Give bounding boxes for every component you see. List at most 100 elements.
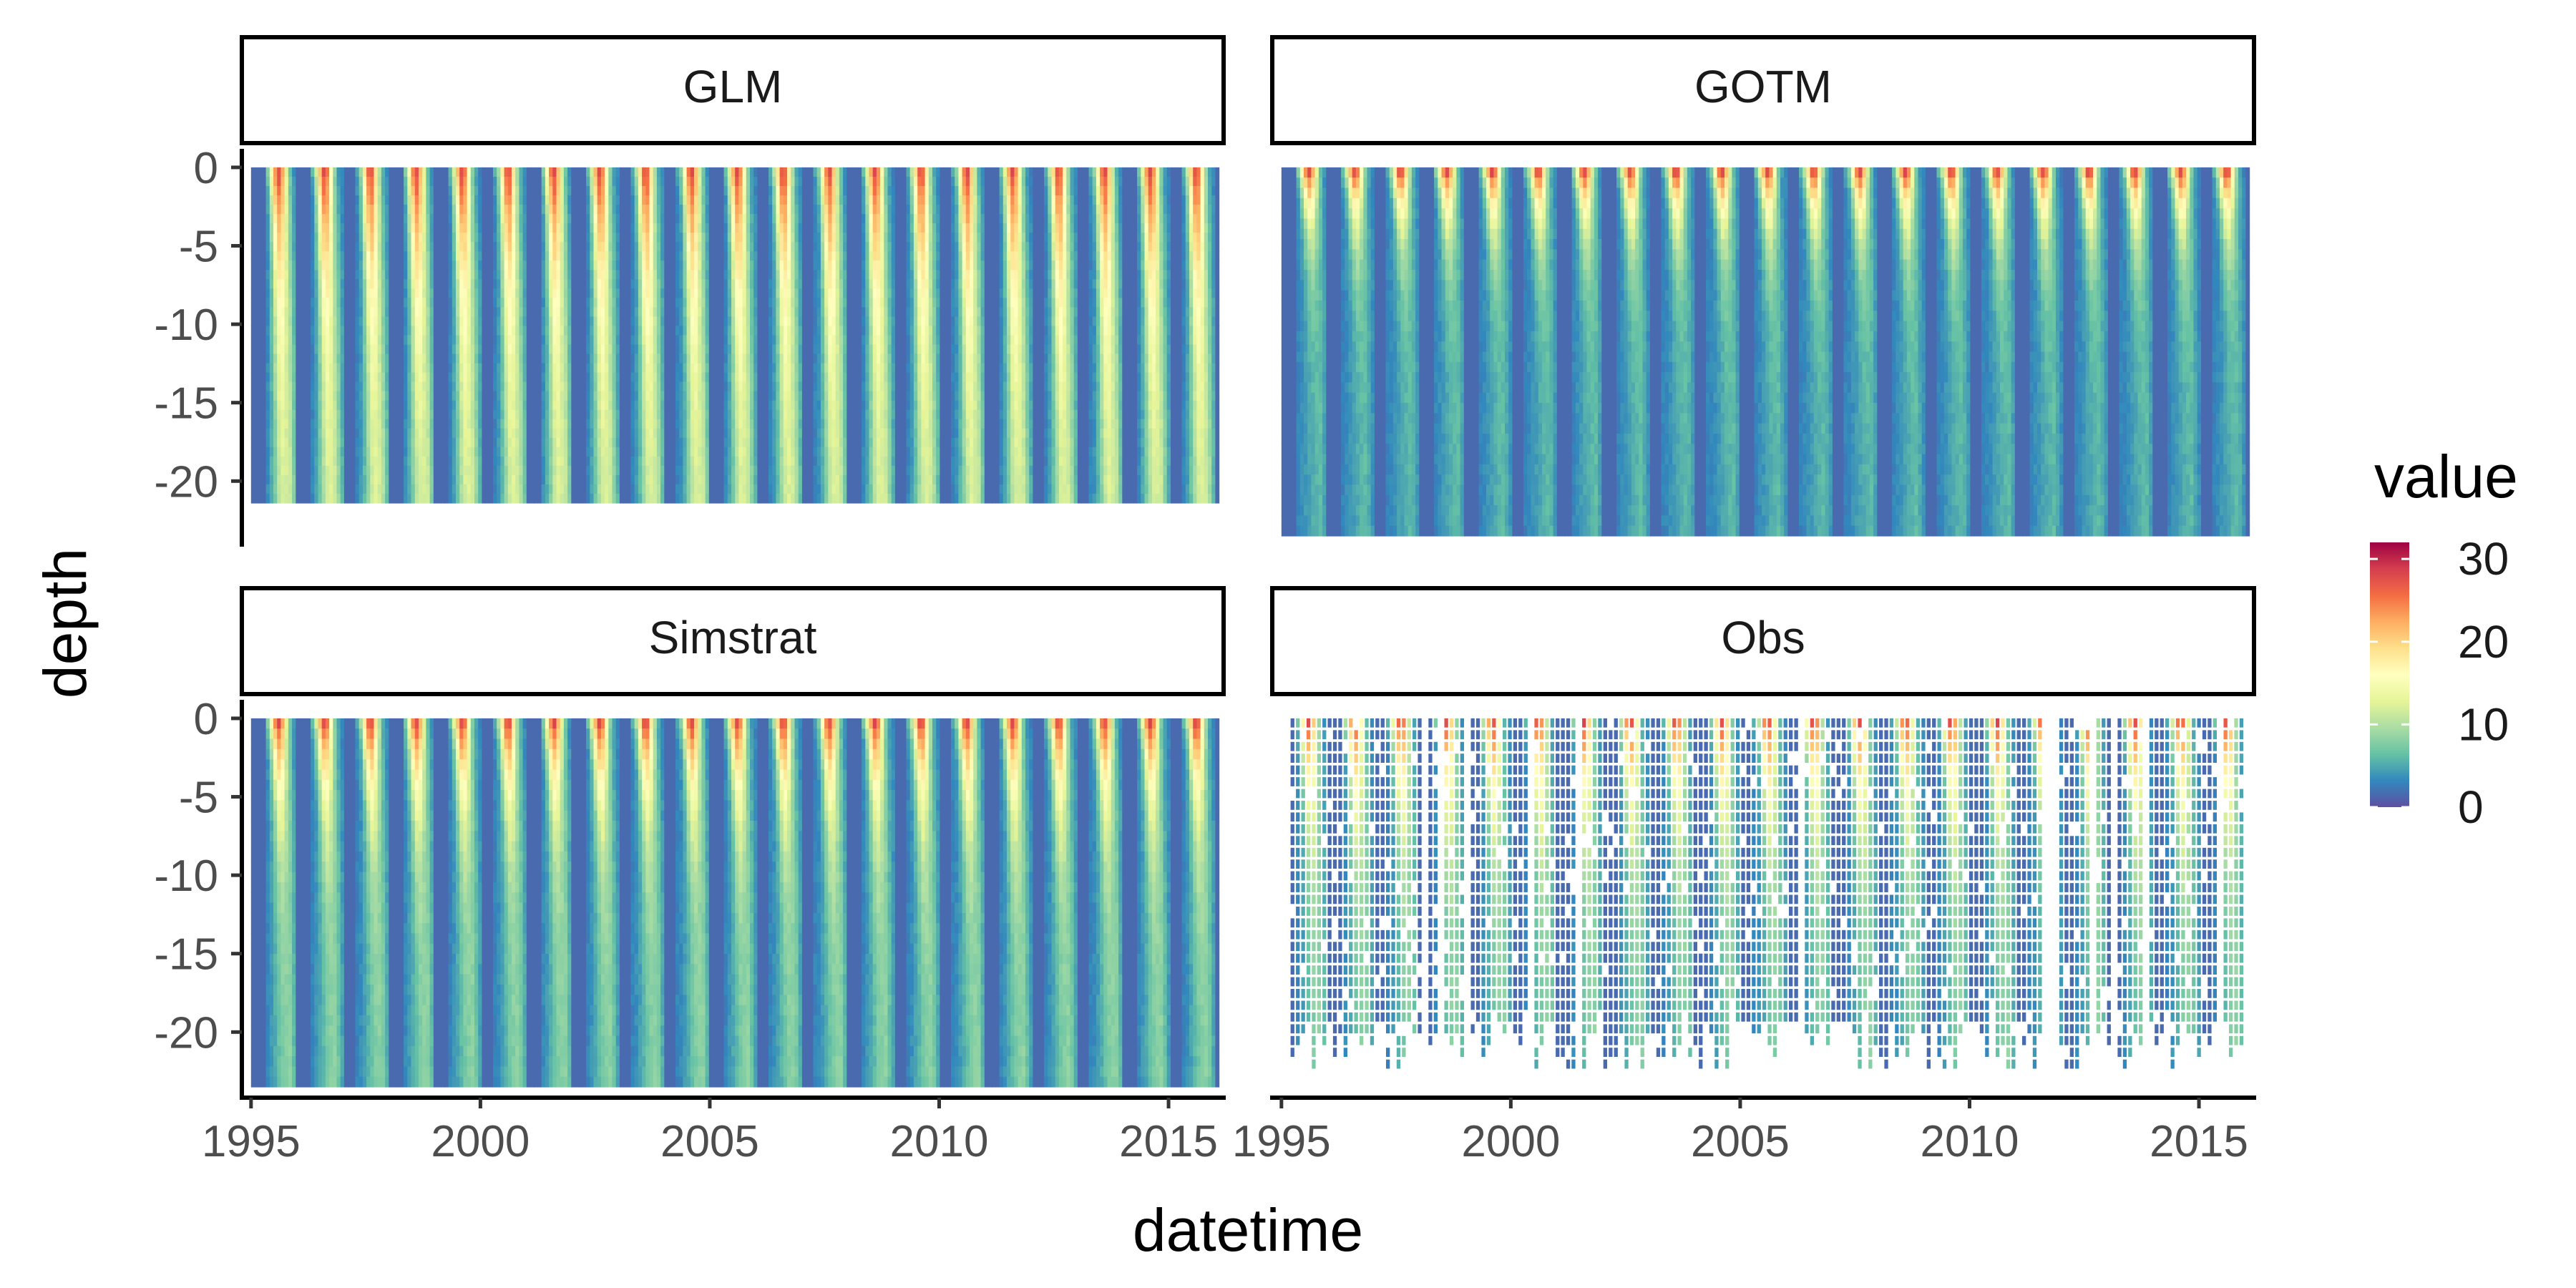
heat-cell-glm-4278 bbox=[690, 447, 695, 457]
heat-cell-glm-848 bbox=[336, 353, 341, 364]
heat-cell-glm-73 bbox=[258, 177, 263, 187]
heat-cell-glm-3433 bbox=[605, 288, 609, 298]
heat-cell-glm-4639 bbox=[727, 456, 732, 467]
heat-cell-glm-3725 bbox=[634, 326, 639, 336]
heat-cell-glm-4602 bbox=[723, 447, 728, 457]
heat-cell-glm-2443 bbox=[500, 456, 505, 467]
heat-cell-glm-109 bbox=[262, 177, 267, 187]
heat-cell-glm-751 bbox=[325, 456, 330, 467]
heat-cell-glm-2481 bbox=[504, 474, 509, 485]
heat-cell-glm-1562 bbox=[411, 298, 416, 308]
heat-cell-glm-1061 bbox=[358, 326, 364, 336]
heat-cell-glm-3385 bbox=[600, 177, 605, 187]
heat-cell-glm-2323 bbox=[489, 344, 494, 355]
heat-cell-glm-3634 bbox=[623, 484, 628, 494]
heat-cell-glm-3607 bbox=[623, 233, 628, 243]
heat-cell-glm-4385 bbox=[701, 437, 706, 448]
heat-cell-glm-1744 bbox=[429, 316, 434, 326]
heat-cell-glm-2825 bbox=[541, 326, 546, 336]
heat-cell-glm-3585 bbox=[619, 363, 624, 374]
heat-cell-glm-1092 bbox=[362, 279, 367, 289]
heat-cell-glm-3122 bbox=[571, 409, 576, 420]
heat-cell-glm-1373 bbox=[392, 214, 397, 224]
heat-cell-glm-3157 bbox=[575, 400, 580, 411]
heat-cell-glm-1426 bbox=[396, 372, 401, 383]
heat-cell-glm-3390 bbox=[600, 223, 605, 233]
heat-cell-glm-2106 bbox=[467, 335, 472, 346]
heat-cell-glm-1920 bbox=[448, 279, 453, 289]
heat-cell-glm-4191 bbox=[683, 307, 688, 317]
heat-cell-glm-385 bbox=[288, 400, 293, 411]
heat-cell-glm-4815 bbox=[746, 419, 751, 429]
heat-cell-glm-4440 bbox=[708, 279, 713, 289]
heat-cell-glm-4984 bbox=[764, 316, 769, 326]
heat-cell-glm-3541 bbox=[615, 288, 620, 298]
heat-cell-glm-3110 bbox=[571, 298, 576, 308]
heat-cell-glm-3599 bbox=[619, 494, 624, 504]
heat-cell-glm-2246 bbox=[482, 298, 487, 308]
heat-cell-glm-4578 bbox=[723, 223, 728, 233]
heat-cell-glm-3125 bbox=[571, 437, 576, 448]
heat-cell-glm-1524 bbox=[407, 279, 412, 289]
heat-cell-glm-1692 bbox=[426, 167, 431, 177]
heat-cell-glm-2461 bbox=[504, 288, 509, 298]
heat-cell-glm-1351 bbox=[389, 344, 394, 355]
heat-cell-glm-2182 bbox=[474, 372, 479, 383]
heat-cell-glm-852 bbox=[336, 391, 341, 401]
heat-cell-glm-2293 bbox=[485, 400, 490, 411]
heat-cell-glm-2047 bbox=[459, 456, 464, 467]
heat-cell-glm-3408 bbox=[600, 391, 605, 401]
heat-cell-glm-2499 bbox=[507, 307, 512, 317]
heat-cell-glm-4658 bbox=[731, 298, 736, 308]
heat-cell-glm-4407 bbox=[705, 307, 710, 317]
heat-cell-glm-1208 bbox=[374, 353, 379, 364]
heat-cell-glm-548 bbox=[306, 242, 311, 252]
heat-cell-glm-708 bbox=[321, 391, 326, 401]
heat-cell-glm-4660 bbox=[731, 316, 736, 326]
heat-cell-glm-1958 bbox=[452, 298, 457, 308]
heat-cell-glm-2638 bbox=[522, 260, 527, 270]
heat-cell-glm-947 bbox=[348, 270, 352, 280]
heat-cell-glm-1300 bbox=[385, 205, 389, 215]
heat-cell-glm-651 bbox=[318, 195, 323, 205]
heat-cell-glm-1458 bbox=[399, 335, 404, 346]
heat-cell-glm-2219 bbox=[478, 381, 482, 392]
heat-cell-glm-4291 bbox=[694, 233, 698, 243]
heat-cell-glm-491 bbox=[299, 381, 304, 392]
heat-cell-glm-399 bbox=[292, 195, 296, 205]
heat-cell-glm-197 bbox=[269, 326, 274, 336]
heat-cell-glm-3221 bbox=[582, 326, 587, 336]
heat-cell-glm-2944 bbox=[552, 428, 557, 439]
heat-cell-glm-1134 bbox=[366, 335, 371, 346]
heat-cell-glm-175 bbox=[265, 456, 270, 467]
heat-cell-glm-2835 bbox=[541, 419, 546, 429]
heat-cell-glm-18 bbox=[250, 335, 255, 346]
heat-cell-glm-1288 bbox=[381, 428, 386, 439]
heat-cell-glm-3777 bbox=[638, 474, 643, 485]
heat-cell-glm-1131 bbox=[366, 307, 371, 317]
heat-cell-glm-2918 bbox=[552, 186, 557, 196]
heat-cell-glm-3876 bbox=[649, 391, 654, 401]
heat-cell-glm-2342 bbox=[493, 186, 497, 196]
heat-cell-glm-3017 bbox=[560, 437, 565, 448]
heat-cell-glm-3153 bbox=[575, 363, 580, 374]
heat-cell-glm-4990 bbox=[764, 372, 769, 383]
heat-cell-glm-4243 bbox=[686, 456, 691, 467]
heat-cell-glm-1124 bbox=[366, 242, 371, 252]
heat-cell-glm-4114 bbox=[675, 260, 680, 270]
heat-cell-glm-2985 bbox=[556, 474, 561, 485]
heat-cell-glm-1463 bbox=[399, 381, 404, 392]
heat-cell-glm-3005 bbox=[560, 326, 565, 336]
heat-cell-glm-239 bbox=[273, 381, 278, 392]
heat-cell-glm-1847 bbox=[441, 270, 445, 280]
heat-cell-glm-1101 bbox=[362, 363, 367, 374]
heat-cell-glm-4550 bbox=[720, 298, 725, 308]
heat-cell-glm-2969 bbox=[556, 326, 561, 336]
heat-cell-glm-413 bbox=[292, 326, 296, 336]
heat-cell-glm-2698 bbox=[526, 484, 531, 494]
heat-cell-glm-1038 bbox=[355, 447, 360, 457]
heat-cell-glm-2803 bbox=[537, 456, 542, 467]
heat-cell-glm-1794 bbox=[433, 447, 438, 457]
heat-cell-glm-3490 bbox=[608, 484, 613, 494]
